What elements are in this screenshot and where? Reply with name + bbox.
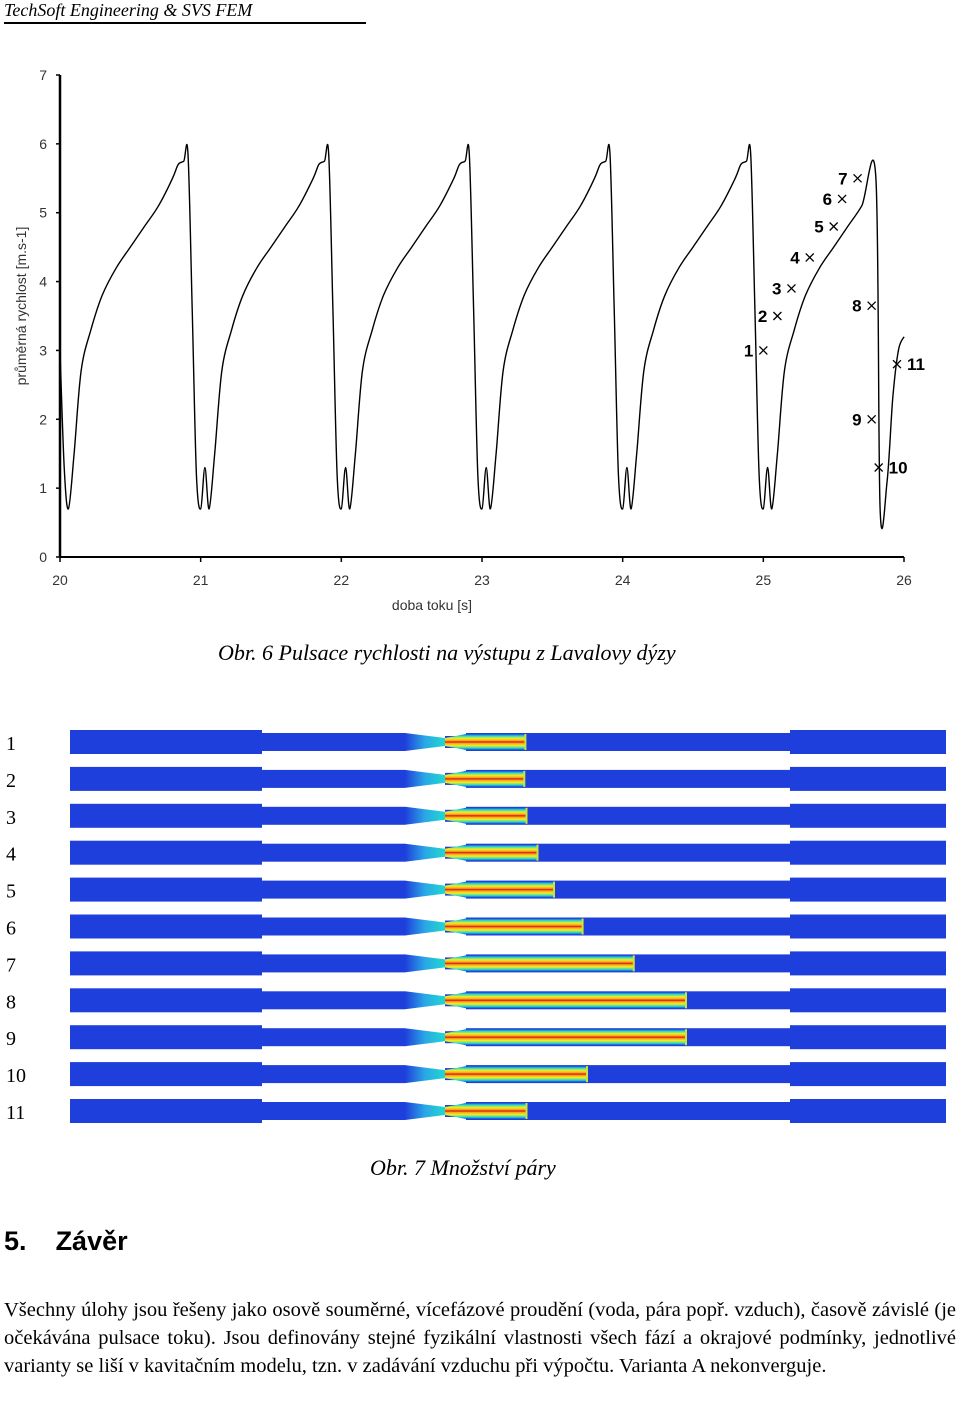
annotation-marker-9 [867, 414, 877, 424]
annotation-marker-5 [829, 222, 839, 231]
vapor-row-5 [70, 877, 946, 902]
x-tick-label: 24 [615, 572, 631, 588]
vapor-row-7 [70, 951, 946, 976]
annotation-label: 10 [889, 458, 908, 477]
annotation-label: 7 [838, 169, 847, 188]
vapor-row-4 [70, 840, 946, 865]
body-paragraph: Všechny úlohy jsou řešeny jako osově sou… [4, 1299, 956, 1377]
vapor-row-2 [70, 766, 946, 791]
annotation-label: 3 [772, 279, 781, 298]
vapor-row-3 [70, 803, 946, 828]
annotation-label: 1 [744, 341, 753, 360]
vapor-row-10 [70, 1062, 946, 1087]
vapor-row-label: 1 [6, 733, 16, 755]
annotation-label: 11 [907, 355, 925, 374]
y-axis-label: průměrná rychlost [m.s-1] [13, 227, 29, 386]
vapor-row-6 [70, 914, 946, 939]
y-tick-label: 7 [39, 67, 47, 83]
vapor-row-label: 11 [6, 1102, 25, 1124]
y-tick-label: 3 [39, 342, 47, 358]
vapor-row-label: 8 [6, 991, 16, 1013]
running-header: TechSoft Engineering & SVS FEM [4, 0, 366, 24]
figure-7-caption: Obr. 7 Množství páry [370, 1155, 556, 1180]
annotation-label: 2 [758, 307, 767, 326]
y-tick-label: 1 [39, 480, 47, 496]
annotation-marker-10 [874, 463, 884, 472]
vapor-row-9 [70, 1025, 946, 1050]
annotation-marker-7 [853, 173, 863, 183]
x-tick-label: 20 [52, 572, 68, 588]
annotation-label: 8 [852, 297, 861, 316]
vapor-row-8 [70, 988, 946, 1013]
vapor-row-label: 10 [6, 1065, 26, 1087]
annotation-label: 6 [823, 190, 832, 209]
vapor-amount-figure: 1 2 3 4 5 6 7 8 9 10 11 [6, 730, 946, 1124]
vapor-row-label: 6 [6, 918, 16, 940]
y-tick-label: 0 [39, 549, 47, 565]
annotation-marker-2 [772, 311, 782, 321]
section-number: 5. [4, 1226, 27, 1256]
vapor-row-label: 9 [6, 1028, 16, 1050]
velocity-series-line [59, 143, 905, 530]
x-axis-label: doba toku [s] [392, 597, 472, 613]
annotation-marker-11 [892, 359, 902, 369]
y-tick-label: 4 [39, 274, 47, 290]
vapor-row-label: 3 [6, 807, 16, 829]
vapor-row-label: 7 [6, 954, 16, 976]
annotation-label: 9 [852, 410, 861, 429]
vapor-row-1 [70, 730, 946, 754]
x-tick-label: 22 [334, 572, 350, 588]
x-tick-label: 25 [756, 572, 772, 588]
annotation-marker-4 [805, 253, 815, 262]
y-tick-label: 5 [39, 205, 47, 221]
annotation-marker-8 [867, 301, 877, 311]
annotation-marker-6 [837, 194, 847, 204]
y-tick-label: 2 [39, 411, 47, 427]
figure-6-caption: Obr. 6 Pulsace rychlosti na výstupu z La… [218, 640, 676, 665]
section-title: Závěr [55, 1226, 128, 1256]
vapor-row-label: 2 [6, 770, 16, 792]
x-tick-label: 23 [474, 572, 490, 588]
section-heading: 5. Závěr [4, 1226, 128, 1257]
vapor-row-label: 4 [6, 844, 16, 866]
vapor-row-11 [70, 1099, 946, 1123]
annotation-label: 5 [814, 217, 823, 236]
vapor-row-label: 5 [6, 881, 16, 903]
annotation-marker-1 [758, 345, 768, 355]
x-tick-label: 26 [896, 572, 912, 588]
annotation-marker-3 [787, 283, 796, 293]
annotation-label: 4 [790, 248, 800, 267]
x-tick-label: 21 [193, 572, 209, 588]
y-tick-label: 6 [39, 136, 47, 152]
